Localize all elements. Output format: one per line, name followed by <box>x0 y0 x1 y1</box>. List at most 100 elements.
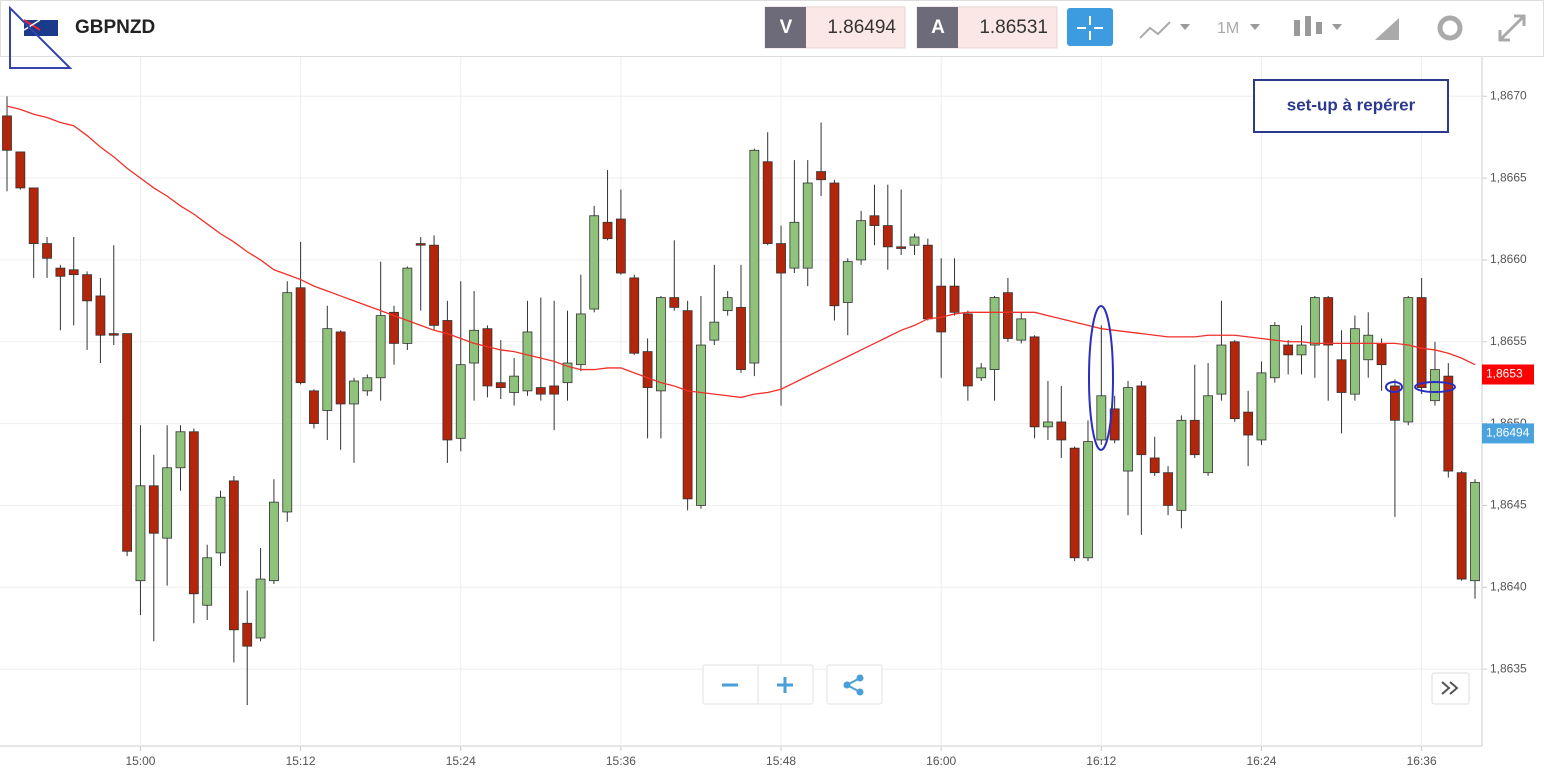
candle-body <box>1363 334 1374 361</box>
price-tag-label: 1,86494 <box>1486 426 1530 440</box>
candle-body <box>2 115 12 151</box>
candle-body <box>1470 482 1480 582</box>
candle-body <box>1443 375 1454 472</box>
candle-body <box>602 221 613 240</box>
candle-body <box>442 320 453 441</box>
candle-body <box>1376 343 1387 366</box>
candle-body <box>188 431 199 595</box>
candle-body <box>629 277 640 354</box>
annotation: set-up à repérer <box>1287 95 1416 114</box>
candle-body <box>1309 297 1320 346</box>
flag-icon <box>23 19 58 36</box>
candle-body <box>656 297 666 392</box>
x-tick-label: 16:00 <box>926 754 956 768</box>
y-tick-label: 1,8660 <box>1490 252 1527 266</box>
candle-body <box>148 485 159 534</box>
candle-body <box>122 333 133 552</box>
share-button[interactable] <box>826 664 883 705</box>
x-tick-label: 16:12 <box>1086 754 1116 768</box>
candle-body <box>962 313 973 387</box>
candle-body <box>175 431 186 469</box>
timeframe[interactable]: 1M <box>1217 20 1239 37</box>
candle-body <box>696 344 706 506</box>
candle-body <box>1149 457 1160 474</box>
x-tick-label: 15:12 <box>286 754 316 768</box>
candle-body <box>682 310 693 500</box>
candle-body <box>1083 441 1093 559</box>
candle-body <box>1349 328 1360 395</box>
chart-type-button[interactable] <box>1294 16 1342 36</box>
symbol: GBPNZD <box>75 17 155 38</box>
candle-body <box>522 331 533 392</box>
candle-body <box>1123 387 1133 472</box>
candle-body <box>976 367 987 379</box>
y-tick-label: 1,8640 <box>1490 579 1527 593</box>
y-tick-label: 1,8655 <box>1490 334 1527 348</box>
bid-label: V <box>780 17 793 38</box>
candle-body <box>802 182 813 269</box>
candle-body <box>869 215 880 226</box>
candle-body <box>362 377 373 392</box>
candle-body <box>1296 344 1307 356</box>
ask-price: 1.86531 <box>979 17 1048 38</box>
candle-body <box>1336 359 1347 393</box>
candle-body <box>162 467 173 539</box>
candle-body <box>1456 472 1467 580</box>
timeframe-arrow <box>1250 24 1260 30</box>
candle-body <box>228 480 239 631</box>
y-tick-label: 1,8670 <box>1490 88 1527 102</box>
candle-body <box>469 329 479 364</box>
settings-button[interactable] <box>1437 15 1463 41</box>
scroll-end-button[interactable] <box>1431 672 1470 705</box>
x-tick-label: 15:24 <box>446 754 476 768</box>
ask-label-box <box>917 7 958 48</box>
drawing-button[interactable] <box>1375 18 1399 40</box>
candle-body <box>1176 419 1187 511</box>
fullscreen-button[interactable] <box>1498 14 1526 42</box>
candle-body <box>295 287 306 384</box>
candle-body <box>482 328 493 387</box>
candle-body <box>215 496 226 554</box>
candle-body <box>709 321 720 341</box>
candle-body <box>415 243 426 246</box>
plot: 1,86351,86401,86451,86501,86551,86601,86… <box>0 57 1527 768</box>
candle-body <box>669 297 680 308</box>
drawing-triangle <box>9 5 73 69</box>
candle-body <box>762 161 773 244</box>
candle-body <box>922 244 933 320</box>
candle-body <box>1323 297 1334 346</box>
candle-body <box>1269 324 1280 379</box>
candle-body <box>322 328 333 411</box>
candle-body <box>535 387 546 395</box>
candle-body <box>429 244 439 326</box>
bid-price: 1.86494 <box>827 17 896 38</box>
candle-body <box>1216 344 1227 395</box>
indicators-button[interactable] <box>1139 21 1190 39</box>
candle-body <box>1403 297 1414 423</box>
candle-body <box>1136 385 1147 456</box>
candle-body <box>789 221 800 269</box>
candle-body <box>842 261 853 303</box>
candle-body <box>896 246 907 249</box>
zoom-controls <box>702 664 814 705</box>
candle-body <box>949 285 960 313</box>
candle-body <box>1416 297 1427 388</box>
candle-body <box>1003 292 1013 339</box>
candle-body <box>1390 385 1400 421</box>
candle-body <box>1016 318 1027 341</box>
candle-body <box>1056 421 1067 441</box>
candle-body <box>82 274 92 302</box>
candle-body <box>722 297 733 312</box>
candle-body <box>1229 341 1240 420</box>
x-tick-label: 16:24 <box>1246 754 1276 768</box>
candle-body <box>282 292 293 513</box>
candle-body <box>495 382 506 388</box>
moving-average <box>6 105 1476 399</box>
annotation-box <box>1253 79 1449 133</box>
crosshair-button[interactable] <box>1067 8 1113 46</box>
ask-label: A <box>931 17 945 38</box>
y-tick-label: 1,8665 <box>1490 170 1527 184</box>
candle-body <box>1043 421 1053 428</box>
candle-body <box>1203 395 1213 474</box>
x-tick-label: 15:48 <box>766 754 796 768</box>
